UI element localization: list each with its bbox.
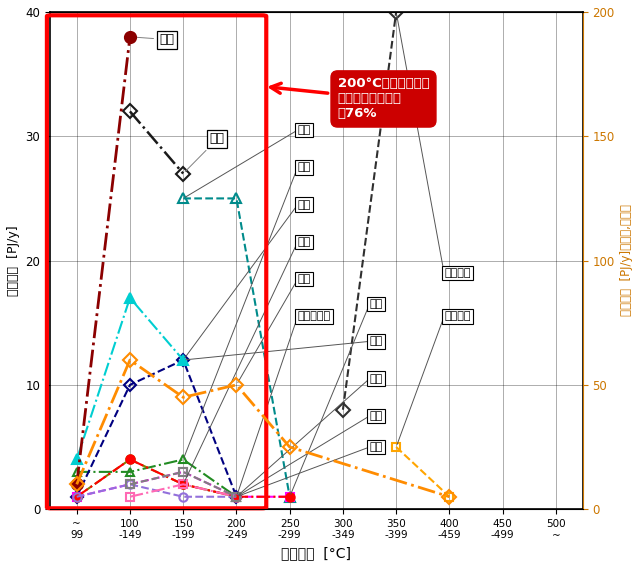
Text: 有色金属: 有色金属 xyxy=(444,268,470,278)
Text: 机械: 机械 xyxy=(369,442,383,452)
Text: 石油: 石油 xyxy=(369,411,383,421)
Text: 化学: 化学 xyxy=(298,274,311,284)
Text: 运输机械: 运输机械 xyxy=(444,311,470,321)
Text: 食品: 食品 xyxy=(298,237,311,247)
Y-axis label: 废气热量  [PJ/y]（化学,电力）: 废气热量 [PJ/y]（化学,电力） xyxy=(620,205,633,316)
Text: 清扫: 清扫 xyxy=(298,162,311,172)
Text: 电机: 电机 xyxy=(369,374,383,384)
Text: 纸浆: 纸浆 xyxy=(298,200,311,210)
Text: 200°C以下的未利用
热能（废气热量）
占76%: 200°C以下的未利用 热能（废气热量） 占76% xyxy=(271,78,429,120)
Text: 其他制造业: 其他制造业 xyxy=(298,311,331,321)
Text: 钢铁: 钢铁 xyxy=(185,133,225,172)
X-axis label: 废气温度  [°C]: 废气温度 [°C] xyxy=(282,546,351,560)
Text: 纤维: 纤维 xyxy=(369,299,383,309)
Text: 窑业: 窑业 xyxy=(298,125,311,135)
Text: 燃气: 燃气 xyxy=(369,336,383,346)
Text: 电力: 电力 xyxy=(132,33,174,46)
Y-axis label: 废气热量  [PJ/y]: 废气热量 [PJ/y] xyxy=(7,225,20,296)
